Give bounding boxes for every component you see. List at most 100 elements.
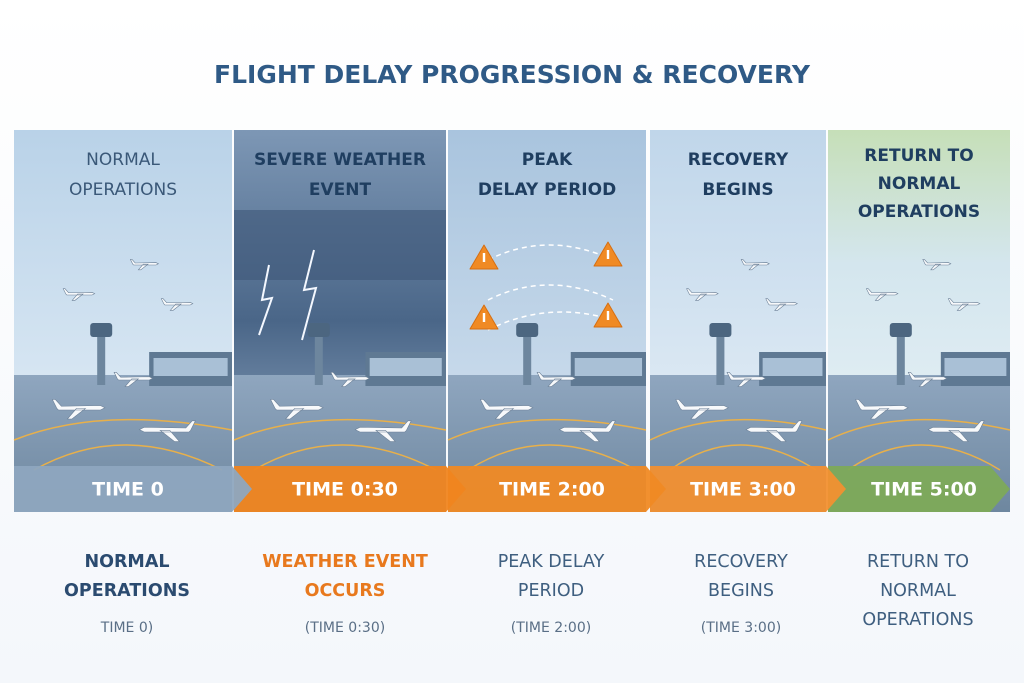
caption-title: NORMAL [880,581,956,601]
time-label: TIME 0 [92,479,164,501]
tower [314,335,323,385]
airplane [558,420,616,442]
airplane [740,259,770,271]
airplane [160,298,194,311]
warning-mark [606,311,610,320]
caption-title: OCCURS [305,581,386,601]
caption-time: (TIME 3:00) [701,620,781,636]
tower-cab [90,323,113,337]
lightning [258,249,318,341]
caption-time: (TIME 0:30) [305,620,385,636]
caption-title: OPERATIONS [862,610,973,630]
airplane [745,420,803,442]
airplane [947,298,981,311]
arrow-band [14,466,252,512]
caption: NORMAL OPERATIONS TIME 0) [64,552,190,636]
warning-mark [482,253,486,262]
airplane [330,372,370,387]
caption: RECOVERY BEGINS (TIME 3:00) [694,552,788,636]
terminal-glass [153,358,228,376]
tower [97,335,106,385]
airplane [865,288,899,301]
taxiway [827,418,1011,471]
taxiway [649,418,827,471]
airplane [138,420,196,442]
caption-time: (TIME 2:00) [511,620,591,636]
taxiway [447,418,647,471]
caption-time: TIME 0) [100,620,153,636]
caption-title: RECOVERY [694,552,788,572]
arrow-band [828,466,1010,512]
time-label: TIME 2:00 [499,479,605,501]
panel-title: NORMAL [86,150,160,170]
stages: NORMAL OPERATIONS SEVERE WEATHER EVENT PEAK D… [13,130,1011,636]
terminal-glass [762,358,823,376]
panel-title: OPERATIONS [69,180,177,200]
airplane [354,420,412,442]
tower [716,335,725,385]
airplane [726,372,767,387]
panel-title: DELAY PERIOD [478,180,616,200]
time-label: TIME 0:30 [292,479,398,501]
warning-mark [606,250,610,259]
panel-title: EVENT [309,180,372,200]
airplane [479,399,534,420]
panel-title: NORMAL [878,174,961,194]
stage-panel: RETURN TO NORMAL OPERATIONS [827,130,1011,512]
airplane [51,399,106,420]
tower [896,335,905,385]
taxiway [13,418,233,471]
title: FLIGHT DELAY PROGRESSION & RECOVERY [214,60,811,89]
panel-title: RECOVERY [688,150,789,170]
caption-title: BEGINS [708,581,774,601]
caption: RETURN TO NORMAL OPERATIONS [862,552,973,630]
panel-title: BEGINS [702,180,773,200]
airplane [765,298,798,311]
airplane [907,372,948,387]
time-arrow: TIME 5:00 [828,466,1010,512]
flight-paths [487,244,614,331]
arrow-band [650,466,846,512]
warning-mark [482,313,486,322]
tower-cab [516,323,539,337]
panel-title: OPERATIONS [858,202,980,222]
airplane [927,420,985,442]
terminal-glass [369,358,442,376]
panel-title: SEVERE WEATHER [254,150,426,170]
tower-cab [709,323,732,337]
airplane [922,259,952,271]
stage-panel: SEVERE WEATHER EVENT [233,130,447,512]
stage-panel: RECOVERY BEGINS [649,130,827,512]
panel-title: PEAK [522,150,573,170]
caption-title: RETURN TO [867,552,969,572]
taxiway [233,418,447,471]
airplane [129,259,160,271]
time-arrow: TIME 0:30 [234,466,466,512]
airplane [62,288,96,301]
stage-panel: NORMAL OPERATIONS [13,130,233,512]
storm-cloud [234,210,446,280]
terminal-glass [944,358,1007,376]
stage-panel: PEAK DELAY PERIOD [447,130,647,512]
arrow-band [448,466,666,512]
caption: WEATHER EVENT OCCURS (TIME 0:30) [262,552,428,636]
tower-cab [889,323,912,337]
arrow-band [234,466,466,512]
airplane [675,399,729,420]
caption-title: NORMAL [84,552,169,572]
time-label: TIME 3:00 [690,479,796,501]
time-label: TIME 5:00 [871,479,977,501]
airplane [855,399,909,420]
caption: PEAK DELAY PERIOD (TIME 2:00) [498,552,605,636]
tower [523,335,532,385]
airplane [113,372,154,387]
time-arrow: TIME 2:00 [448,466,666,512]
tower-cab [307,323,330,337]
time-arrow: TIME 0 [14,466,252,512]
airplane [686,288,719,301]
airplane [270,399,324,420]
terminal-glass [574,358,643,376]
caption-title: OPERATIONS [64,581,190,601]
caption-title: PEAK DELAY [498,552,605,572]
